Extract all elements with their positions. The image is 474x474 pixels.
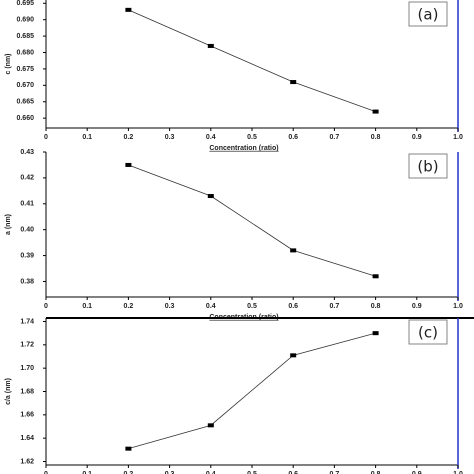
data-point [372,274,379,279]
x-tick-label: 1.0 [453,303,463,310]
x-tick-label: 0.9 [412,303,422,310]
y-tick-label: 0.41 [20,201,34,208]
y-axis-label: c (nm) [5,54,12,75]
x-tick-label: 0.7 [330,134,340,141]
x-tick-label: 0.8 [371,134,381,141]
x-tick-label: 0.5 [247,303,257,310]
y-tick-label: 1.66 [20,412,34,419]
x-tick-label: 0.6 [288,471,298,474]
x-tick-label: 0.4 [206,471,216,474]
annotation: (c) [418,324,438,342]
x-tick-label: 0.1 [82,134,92,141]
data-point [125,162,132,167]
x-axis-label: Concentration (ratio) [209,145,278,152]
data-point [290,353,297,358]
y-axis-label: c/a (nm) [5,378,12,405]
data-point [372,331,379,336]
annotation-box [408,1,448,27]
y-tick-label: 1.62 [20,458,34,465]
x-tick-label: 0.3 [165,303,175,310]
data-point [290,80,297,85]
y-tick-label: 1.74 [20,318,34,325]
x-tick-label: 0.4 [206,303,216,310]
x-tick-label: 0.9 [412,134,422,141]
y-tick-label: 0.42 [20,175,34,182]
y-tick-label: 0.39 [20,252,34,259]
data-point [207,423,214,428]
data-line [128,332,376,450]
x-tick-label: 0.2 [124,134,134,141]
x-tick-label: 0.5 [247,134,257,141]
y-tick-label: 0.690 [16,17,34,24]
y-tick-label: 1.70 [20,365,34,372]
y-tick-label: 0.38 [20,278,34,285]
y-tick-label: 0.40 [20,227,34,234]
x-tick-label: 0.3 [165,134,175,141]
y-tick-label: 0.685 [16,33,34,40]
x-tick-label: 0.7 [330,471,340,474]
y-tick-label: 0.660 [16,115,34,122]
x-tick-label: 0 [44,303,48,310]
annotation: (a) [418,6,439,24]
x-tick-label: 1.0 [453,134,463,141]
annotation: (b) [417,158,438,176]
x-tick-label: 0.7 [330,303,340,310]
x-tick-label: 0.6 [288,134,298,141]
x-tick-label: 0.9 [412,471,422,474]
x-tick-label: 0.1 [82,471,92,474]
y-tick-label: 0.665 [16,99,34,106]
x-tick-label: 0.2 [124,471,134,474]
x-tick-label: 1.0 [453,471,463,474]
x-tick-label: 0.8 [371,471,381,474]
y-tick-label: 0.670 [16,82,34,89]
x-tick-label: 0.1 [82,303,92,310]
annotation-box [408,319,448,345]
x-tick-label: 0.3 [165,471,175,474]
x-tick-label: 0.6 [288,303,298,310]
y-tick-label: 1.68 [20,388,34,395]
x-tick-label: 0.5 [247,471,257,474]
data-line [128,9,376,112]
x-tick-label: 0 [44,471,48,474]
data-point [125,7,132,12]
x-tick-label: 0.4 [206,134,216,141]
y-axis-label: a (nm) [5,214,12,235]
data-point [372,109,379,114]
x-tick-label: 0.2 [124,303,134,310]
data-point [207,194,214,199]
x-tick-label: 0.8 [371,303,381,310]
annotation-box [408,153,448,179]
data-point [125,446,132,451]
y-tick-label: 0.680 [16,49,34,56]
x-tick-label: 0 [44,134,48,141]
y-tick-label: 0.43 [20,149,34,156]
data-point [290,248,297,253]
data-line [128,164,376,277]
y-tick-label: 1.72 [20,342,34,349]
y-tick-label: 1.64 [20,435,34,442]
data-point [207,43,214,48]
y-tick-label: 0.675 [16,66,34,73]
y-tick-label: 0.695 [16,0,34,7]
